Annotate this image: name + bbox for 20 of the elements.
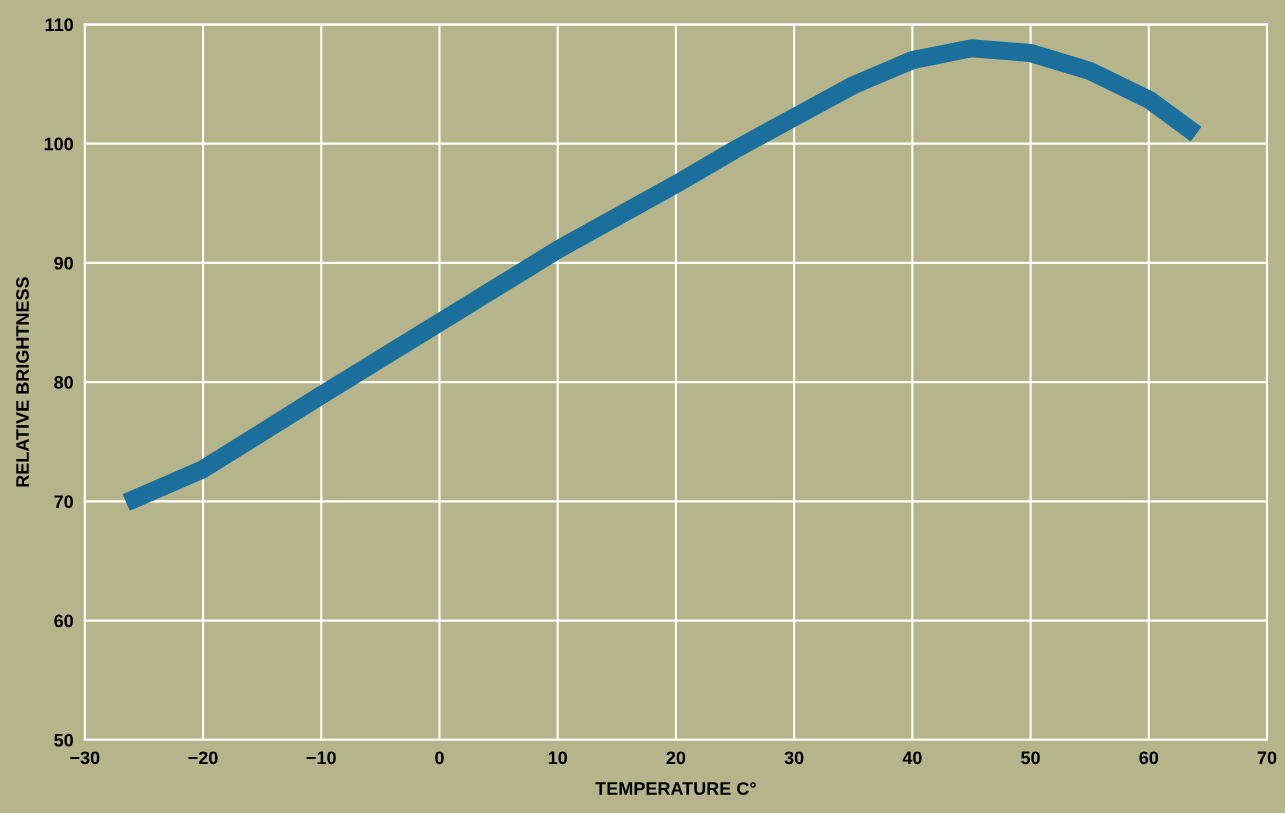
y-tick-label: 90 xyxy=(54,256,73,270)
x-tick-label: 0 xyxy=(435,751,444,765)
y-tick-label: 110 xyxy=(45,18,73,32)
y-tick-label: 50 xyxy=(54,733,73,747)
y-tick-label: 80 xyxy=(54,376,73,389)
y-tick-label: 70 xyxy=(54,495,73,509)
x-tick-label: −20 xyxy=(188,751,218,765)
y-axis-title: RELATIVE BRIGHTNESS xyxy=(16,277,29,487)
x-tick-label: −30 xyxy=(70,751,100,765)
x-tick-label: −10 xyxy=(306,751,336,765)
x-tick-label: 20 xyxy=(666,751,686,765)
y-tick-label: 60 xyxy=(54,614,73,628)
x-tick-label: 60 xyxy=(1139,751,1159,765)
x-tick-label: 50 xyxy=(1021,751,1040,765)
x-axis-title: TEMPERATURE C° xyxy=(595,782,756,795)
y-tick-label: 100 xyxy=(44,137,73,151)
x-tick-label: 10 xyxy=(548,751,567,765)
x-tick-label: 40 xyxy=(902,751,922,765)
x-tick-label: 70 xyxy=(1257,751,1277,765)
x-tick-label: 30 xyxy=(784,751,804,765)
